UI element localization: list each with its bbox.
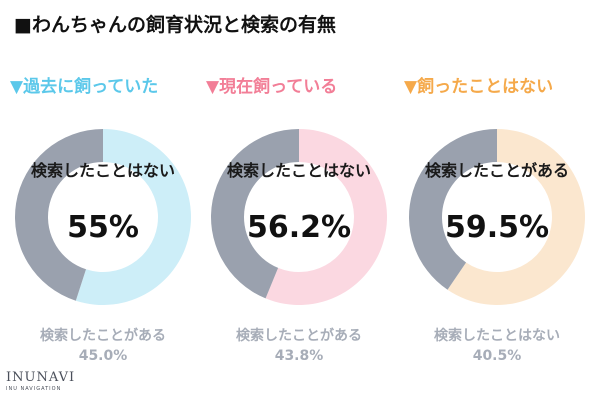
chart-panel-past-owner: ▼過去に飼っていた 検索したことはない 55% 検索したことがある 45.0%	[8, 70, 198, 370]
center-label: 検索したことはない	[30, 161, 175, 180]
center-percentage: 56.2%	[246, 210, 352, 245]
center-label: 検索したことがある	[424, 161, 569, 180]
secondary-label: 検索したことはない	[434, 328, 560, 344]
donut-slice-1	[15, 129, 104, 301]
donut-chart	[409, 129, 585, 305]
center-label: 検索したことはない	[226, 161, 371, 180]
center-percentage: 55%	[67, 210, 139, 245]
donut-slice-1	[409, 129, 497, 290]
donut-slice-0	[447, 129, 585, 305]
chart-heading: ▼現在飼っている	[206, 77, 338, 97]
chart-heading: ▼過去に飼っていた	[10, 77, 159, 97]
center-percentage: 59.5%	[444, 210, 550, 245]
logo-text: INUNAVI	[6, 370, 76, 385]
brand-logo: INUNAVI INU NAVIGATION	[6, 370, 75, 392]
donut-slice-0	[265, 129, 387, 305]
logo-subtext: INU NAVIGATION	[6, 386, 62, 392]
secondary-label: 検索したことがある	[40, 328, 166, 344]
donut-slice-0	[75, 129, 192, 305]
chart-panel-current-owner: ▼現在飼っている 検索したことはない 56.2% 検索したことがある 43.8%	[204, 70, 394, 370]
donut-chart	[211, 129, 387, 305]
secondary-percentage: 43.8%	[274, 348, 324, 364]
page-title: ■わんちゃんの飼育状況と検索の有無	[14, 14, 336, 36]
donut-chart	[15, 129, 192, 305]
chart-heading: ▼飼ったことはない	[404, 77, 554, 97]
secondary-label: 検索したことがある	[236, 328, 362, 344]
donut-slice-1	[211, 129, 299, 299]
chart-panel-never-owned: ▼飼ったことはない 検索したことがある 59.5% 検索したことはない 40.5…	[402, 70, 592, 370]
secondary-percentage: 45.0%	[78, 348, 128, 364]
secondary-percentage: 40.5%	[472, 348, 522, 364]
